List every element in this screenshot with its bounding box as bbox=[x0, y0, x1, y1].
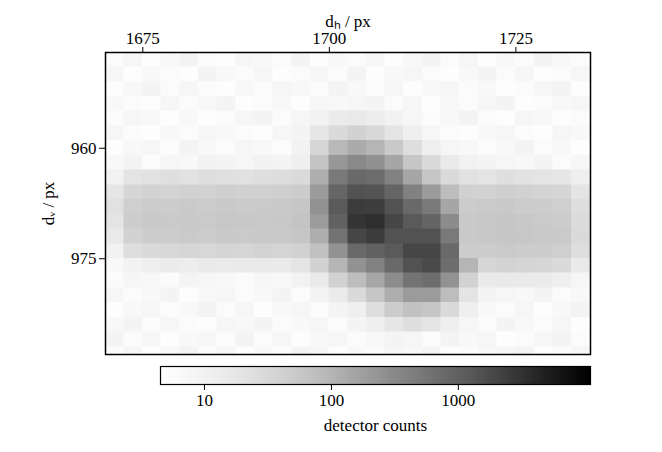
svg-text:100: 100 bbox=[319, 391, 345, 410]
svg-text:975: 975 bbox=[71, 249, 97, 268]
svg-text:1700: 1700 bbox=[312, 29, 346, 48]
svg-text:dᵥ / px: dᵥ / px bbox=[39, 181, 58, 225]
svg-text:detector counts: detector counts bbox=[324, 416, 427, 435]
svg-text:dₕ / px: dₕ / px bbox=[325, 12, 371, 31]
svg-text:1675: 1675 bbox=[126, 29, 160, 48]
svg-text:1000: 1000 bbox=[441, 391, 475, 410]
svg-text:1725: 1725 bbox=[499, 29, 533, 48]
svg-text:960: 960 bbox=[71, 139, 97, 158]
svg-text:10: 10 bbox=[196, 391, 213, 410]
